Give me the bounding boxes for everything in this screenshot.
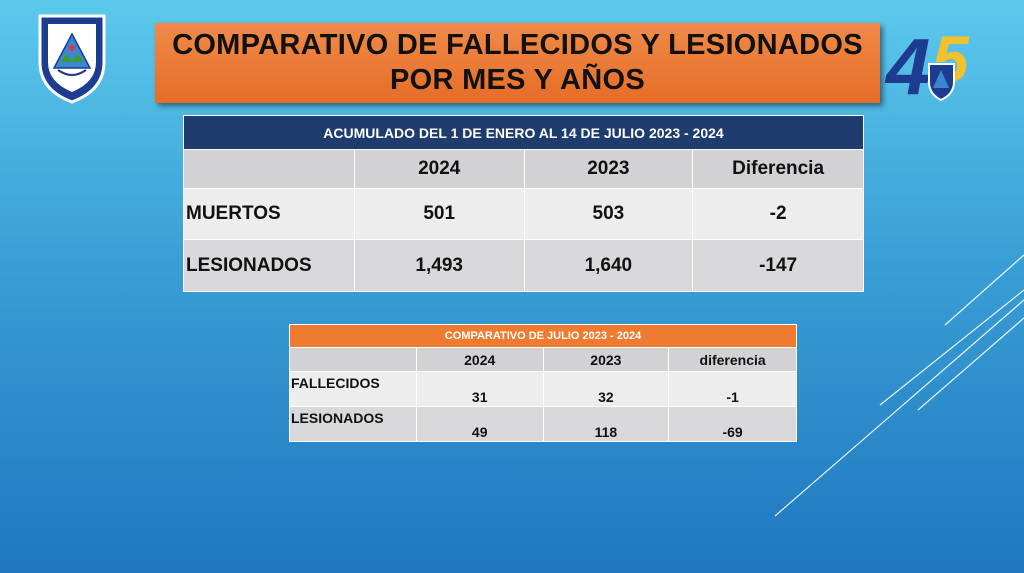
column-header-2023: 2023 (523, 149, 694, 189)
row-label: FALLECIDOS (289, 371, 417, 407)
value-2024: 501 (353, 188, 525, 240)
column-header-2023: 2023 (542, 347, 670, 372)
column-header-row: 2024 2023 diferencia (289, 347, 797, 372)
svg-text:4: 4 (884, 22, 931, 102)
column-header-blank (289, 347, 417, 372)
value-2023: 118 (542, 406, 670, 442)
row-label: MUERTOS (183, 188, 355, 240)
value-diff: -2 (692, 188, 864, 240)
july-table: COMPARATIVO DE JULIO 2023 - 2024 2024 20… (289, 324, 797, 442)
column-header-diferencia: diferencia (668, 347, 797, 372)
july-table-header: COMPARATIVO DE JULIO 2023 - 2024 (289, 324, 797, 348)
slide-title: COMPARATIVO DE FALLECIDOS Y LESIONADOS P… (155, 23, 880, 103)
column-header-2024: 2024 (415, 347, 544, 372)
value-2023: 503 (523, 188, 694, 240)
title-line-2: POR MES Y AÑOS (389, 64, 646, 96)
value-diff: -1 (668, 371, 797, 407)
table-row: FALLECIDOS 31 32 -1 (289, 371, 797, 407)
accumulated-table: ACUMULADO DEL 1 DE ENERO AL 14 DE JULIO … (183, 115, 864, 292)
row-label: LESIONADOS (183, 239, 355, 292)
accumulated-table-header: ACUMULADO DEL 1 DE ENERO AL 14 DE JULIO … (183, 115, 864, 150)
table-header-row: COMPARATIVO DE JULIO 2023 - 2024 (289, 324, 797, 348)
table-header-row: ACUMULADO DEL 1 DE ENERO AL 14 DE JULIO … (183, 115, 864, 150)
row-label: LESIONADOS (289, 406, 417, 442)
table-row: LESIONADOS 49 118 -69 (289, 406, 797, 442)
value-2024: 49 (415, 406, 544, 442)
column-header-row: 2024 2023 Diferencia (183, 149, 864, 189)
column-header-2024: 2024 (353, 149, 525, 189)
value-diff: -69 (668, 406, 797, 442)
title-line-1: COMPARATIVO DE FALLECIDOS Y LESIONADOS (172, 29, 863, 61)
policia-nacional-emblem (38, 14, 106, 104)
column-header-blank (183, 149, 355, 189)
column-header-diferencia: Diferencia (692, 149, 864, 189)
table-row: MUERTOS 501 503 -2 (183, 188, 864, 240)
value-diff: -147 (692, 239, 864, 292)
value-2024: 31 (415, 371, 544, 407)
value-2023: 1,640 (523, 239, 694, 292)
anniversary-45-logo: 4 5 (884, 22, 970, 102)
table-row: LESIONADOS 1,493 1,640 -147 (183, 239, 864, 292)
value-2023: 32 (542, 371, 670, 407)
value-2024: 1,493 (353, 239, 525, 292)
